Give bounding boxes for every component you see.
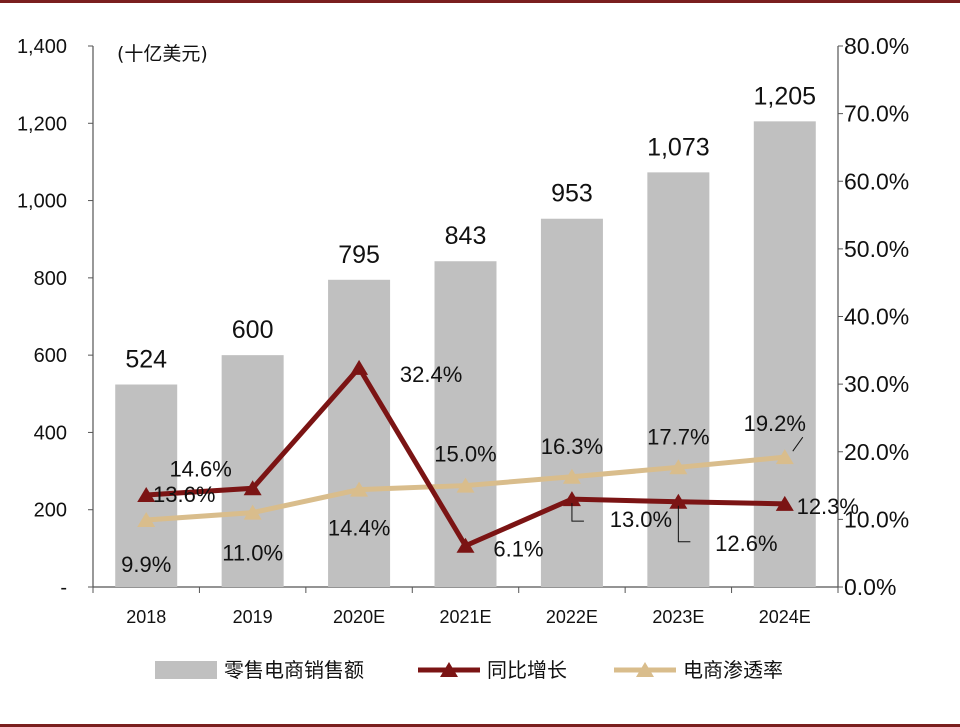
bar-2019 <box>221 355 284 587</box>
penetration-label: 19.2% <box>744 411 806 436</box>
bar-2022E <box>540 218 603 587</box>
yoy-growth-marker <box>562 491 581 507</box>
x-tick-label: 2019 <box>233 607 273 627</box>
left-tick-label: 1,400 <box>17 36 67 58</box>
penetration-label: 9.9% <box>121 552 171 577</box>
left-tick-label: 200 <box>34 500 67 522</box>
bar-value-label: 524 <box>125 346 167 374</box>
bar-value-label: 1,205 <box>754 82 817 110</box>
penetration-marker <box>350 481 369 497</box>
yoy-growth-marker <box>456 537 475 553</box>
penetration-marker <box>243 504 262 520</box>
legend-label: 同比增长 <box>487 658 567 682</box>
bar-2020E <box>328 279 391 587</box>
penetration-label: 16.3% <box>541 434 603 459</box>
x-tick-label: 2023E <box>652 607 704 627</box>
right-tick-label: 20.0% <box>844 439 909 465</box>
bar-value-label: 843 <box>445 222 487 250</box>
right-tick-label: 0.0% <box>844 574 896 600</box>
legend-swatch-bar <box>155 661 217 679</box>
leader-line <box>571 503 584 522</box>
legend-marker <box>636 662 654 677</box>
penetration-marker <box>137 512 156 528</box>
penetration-label: 15.0% <box>434 442 496 467</box>
right-tick-label: 30.0% <box>844 371 909 397</box>
x-tick-label: 2020E <box>333 607 385 627</box>
right-tick-label: 60.0% <box>844 168 909 194</box>
right-tick-label: 40.0% <box>844 304 909 330</box>
x-tick-label: 2018 <box>126 607 166 627</box>
legend-label: 零售电商销售额 <box>224 658 364 682</box>
bottom-border <box>0 724 960 727</box>
right-tick-label: 80.0% <box>844 33 909 59</box>
bar-2021E <box>434 261 497 587</box>
x-tick-label: 2024E <box>759 607 811 627</box>
bar-value-label: 953 <box>551 180 593 208</box>
penetration-label: 17.7% <box>647 424 709 449</box>
penetration-marker <box>775 449 794 465</box>
left-tick-label: 800 <box>34 268 67 290</box>
axes: - 200 400 600 800 1,000 1,200 1,400 0.0% 10.0% 20.… <box>17 33 909 627</box>
penetration-marker <box>456 477 475 493</box>
yoy-growth-marker <box>137 487 156 503</box>
x-tick-label: 2021E <box>439 607 491 627</box>
bar-value-label: 600 <box>232 316 274 344</box>
growth-label: 14.6% <box>169 456 231 481</box>
yoy-growth-marker <box>350 359 369 375</box>
penetration-label: 14.4% <box>328 516 390 541</box>
left-tick-label: 400 <box>34 422 67 444</box>
growth-label: 13.0% <box>610 507 672 532</box>
growth-label: 6.1% <box>493 537 543 562</box>
right-tick-label: 10.0% <box>844 506 909 532</box>
right-tick-label: 70.0% <box>844 101 909 127</box>
yoy-growth-marker <box>669 493 688 509</box>
left-tick-label: 1,200 <box>17 113 67 135</box>
penetration-label: 11.0% <box>222 541 283 566</box>
growth-label: 13.6% <box>153 482 215 507</box>
left-tick-label: - <box>60 577 67 599</box>
legend: 零售电商销售额 同比增长 电商渗透率 <box>155 658 783 682</box>
yoy-growth-marker <box>775 495 794 511</box>
unit-label: (十亿美元) <box>117 43 208 65</box>
penetration-marker <box>669 459 688 475</box>
bar-value-label: 795 <box>338 241 380 269</box>
x-tick-label: 2022E <box>546 607 598 627</box>
growth-label: 12.6% <box>715 531 777 556</box>
bar-value-label: 1,073 <box>647 133 710 161</box>
growth-label: 32.4% <box>400 362 462 387</box>
leader-line <box>677 505 691 543</box>
yoy-growth-marker <box>243 480 262 496</box>
lines <box>137 359 794 553</box>
legend-marker <box>440 662 458 677</box>
data-labels: 524 600 795 843 953 1,073 1,205 13.6%14.6% 32.4%… <box>121 82 859 577</box>
penetration-marker <box>562 468 581 484</box>
bar-2018 <box>115 384 178 587</box>
legend-label: 电商渗透率 <box>683 658 783 682</box>
top-border <box>0 0 960 3</box>
left-tick-label: 600 <box>34 345 67 367</box>
growth-label: 12.3% <box>797 494 859 519</box>
left-tick-label: 1,000 <box>17 191 67 213</box>
leader-line <box>792 436 804 452</box>
right-tick-label: 50.0% <box>844 236 909 262</box>
